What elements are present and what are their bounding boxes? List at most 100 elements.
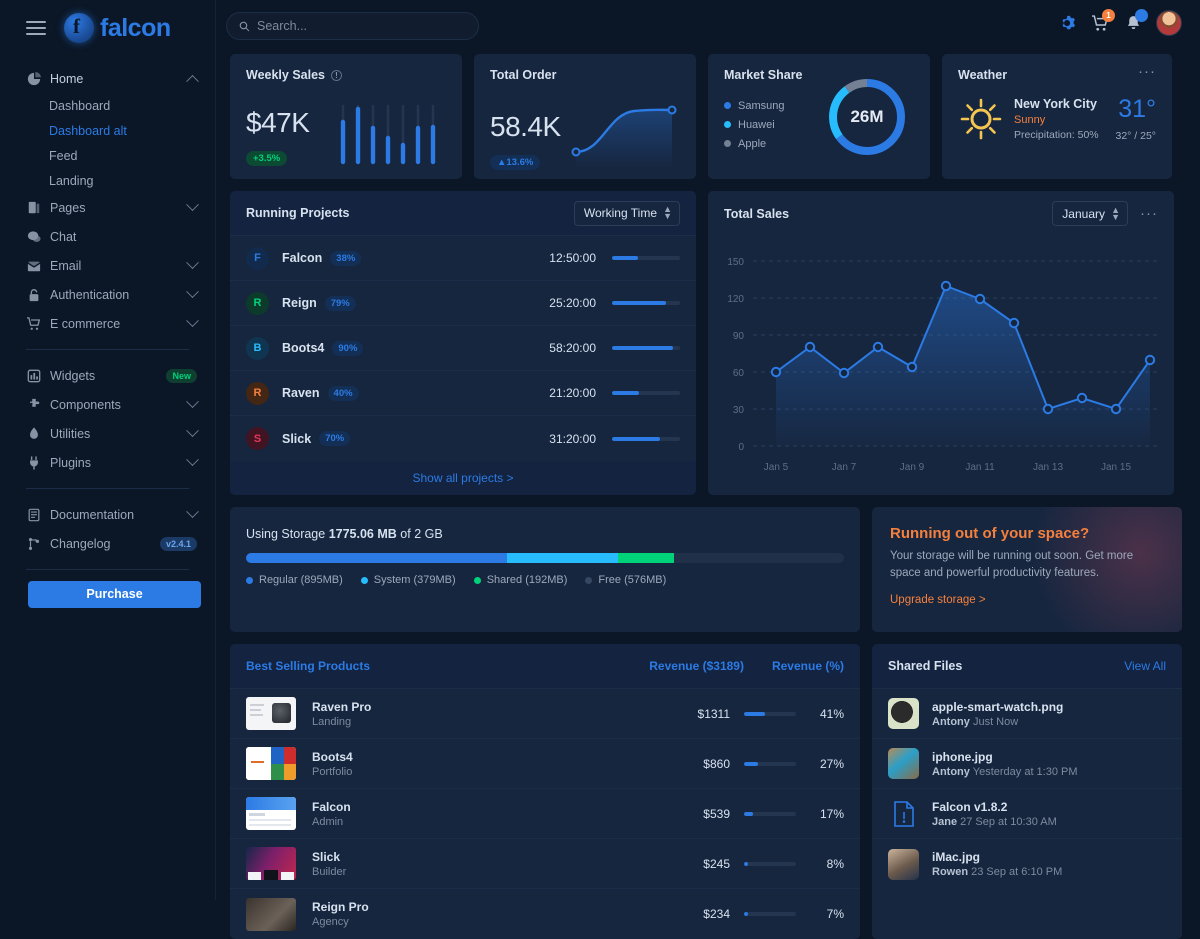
sidebar-subitem-landing[interactable]: Landing [0,168,215,193]
table-row[interactable]: S Slick 70% 31:20:00 [230,416,696,461]
working-time-select[interactable]: Working Time ▲ ▼ [573,200,680,226]
user-avatar[interactable] [1156,10,1182,36]
total-order-title: Total Order [490,68,680,82]
market-share-title: Market Share [724,68,914,82]
table-row[interactable]: Raven Pro Landing $1311 41% [230,689,860,739]
sidebar-item-changelog-label: Changelog [50,536,111,551]
sidebar-item-email[interactable]: Email [0,251,215,280]
gear-icon[interactable] [1057,13,1077,33]
market-share-center-value: 26M [850,107,884,126]
table-row[interactable]: Boots4 Portfolio $860 27% [230,739,860,789]
search-bar[interactable] [226,12,479,40]
month-select[interactable]: January ▲ ▼ [1052,201,1128,226]
sidebar-item-utilities[interactable]: Utilities [0,419,215,448]
shopping-cart-icon[interactable]: 1 [1090,9,1115,33]
chevron-down-icon[interactable] [186,424,199,438]
table-row[interactable]: R Reign 79% 25:20:00 [230,281,696,326]
chevron-down-icon[interactable] [186,285,199,299]
product-percent: 27% [819,756,844,771]
chat-icon [26,229,41,244]
table-row[interactable]: R Raven 40% 21:20:00 [230,371,696,416]
product-progress-bar [744,912,796,916]
upgrade-storage-card: Running out of your space? Your storage … [872,507,1182,632]
weather-card: Weather ··· New York City Sunny [942,54,1172,179]
top-navbar: 1 [216,0,1200,48]
sidebar-subitem-dashboard[interactable]: Dashboard [0,93,215,118]
sidebar-item-chat[interactable]: Chat [0,222,215,251]
chevron-down-icon[interactable] [186,453,199,467]
sidebar-subitem-feed[interactable]: Feed [0,143,215,168]
chevron-down-icon[interactable] [186,198,199,212]
components-icon [26,397,41,412]
sidebar-item-plugins[interactable]: Plugins [0,448,215,477]
storage-segment-regular [246,553,508,563]
brand-logo[interactable]: falcon [64,13,171,43]
product-percent: 8% [826,856,844,871]
table-row[interactable]: Slick Builder $245 8% [230,839,860,889]
sidebar-item-pages[interactable]: Pages [0,193,215,222]
storage-segment-free [674,553,844,563]
project-progress-bar [612,391,680,395]
reign-pro-thumbnail [246,897,296,931]
sidebar-subitem-landing-label: Landing [49,173,94,188]
xtick-jan7: Jan 7 [832,462,857,473]
file-time: 23 Sep at 6:10 PM [971,866,1063,878]
show-all-projects-link[interactable]: Show all projects > [230,461,696,495]
sidebar-item-changelog[interactable]: Changelog v2.4.1 [0,529,215,558]
hamburger-menu-icon[interactable] [26,21,46,35]
xtick-jan9: Jan 9 [900,462,925,473]
chevron-up-icon[interactable] [186,74,199,88]
search-input[interactable] [257,19,457,33]
email-icon [26,258,41,273]
sidebar-subitem-dashboard-alt[interactable]: Dashboard alt [0,118,215,143]
project-progress-bar [612,436,680,441]
sidebar-item-widgets[interactable]: Widgets New [0,361,215,390]
list-item[interactable]: apple-smart-watch.png Antony Just Now [872,689,1182,739]
sidebar-item-documentation[interactable]: Documentation [0,500,215,529]
storage-legend-system: System (379MB) [360,574,456,586]
project-percent-badge: 79% [324,295,356,311]
best-selling-header: Best Selling Products Revenue ($3189) Re… [230,644,860,689]
weather-menu-ellipsis-icon[interactable]: ··· [1138,63,1156,80]
purchase-button[interactable]: Purchase [28,581,201,608]
project-percent-badge: 70% [319,431,351,446]
ytick-0: 0 [738,442,744,453]
view-all-link[interactable]: View All [1124,659,1166,673]
chevron-down-icon[interactable] [186,256,199,270]
sidebar-divider-1 [26,349,189,350]
table-row[interactable]: Reign Pro Agency $234 7% [230,889,860,939]
list-item[interactable]: Falcon v1.8.2 Jane 27 Sep at 10:30 AM [872,789,1182,839]
table-row[interactable]: F Falcon 38% 12:50:00 [230,236,696,281]
brand-name: falcon [100,13,171,42]
list-item[interactable]: iMac.jpg Rowen 23 Sep at 6:10 PM [872,839,1182,889]
sidebar-item-ecommerce[interactable]: E commerce [0,309,215,338]
table-row[interactable]: Falcon Admin $539 17% [230,789,860,839]
chevron-down-icon[interactable] [186,505,199,519]
bell-icon[interactable] [1123,9,1148,33]
storage-suffix: of 2 GB [400,527,443,541]
running-projects-title: Running Projects [246,206,350,220]
file-document-icon [888,798,919,829]
project-progress-bar [612,301,680,305]
table-row[interactable]: B Boots4 90% 58:20:00 [230,326,696,371]
sidebar-item-home[interactable]: Home [0,64,215,93]
xtick-jan13: Jan 13 [1033,462,1063,473]
market-share-donut-chart [829,79,905,155]
upgrade-storage-link[interactable]: Upgrade storage > [890,594,986,607]
brand-row: falcon [0,0,215,56]
legend-dot-regular [246,576,253,584]
sidebar-item-authentication[interactable]: Authentication [0,280,215,309]
total-order-change-badge: ▲13.6% [490,155,541,170]
chevron-down-icon[interactable] [186,314,199,328]
product-category: Agency [312,916,349,928]
sidebar-item-components[interactable]: Components [0,390,215,419]
list-item[interactable]: iphone.jpg Antony Yesterday at 1:30 PM [872,739,1182,789]
weekly-sales-title-label: Weekly Sales [246,68,325,82]
chevron-down-icon[interactable] [186,395,199,409]
xtick-jan5: Jan 5 [764,462,789,473]
total-sales-menu-ellipsis-icon[interactable]: ··· [1140,204,1158,222]
info-icon[interactable]: ! [331,69,342,81]
product-percent: 41% [819,706,844,721]
sidebar-item-plugins-label: Plugins [50,455,91,470]
upgrade-body: Your storage will be running out soon. G… [890,550,1134,579]
